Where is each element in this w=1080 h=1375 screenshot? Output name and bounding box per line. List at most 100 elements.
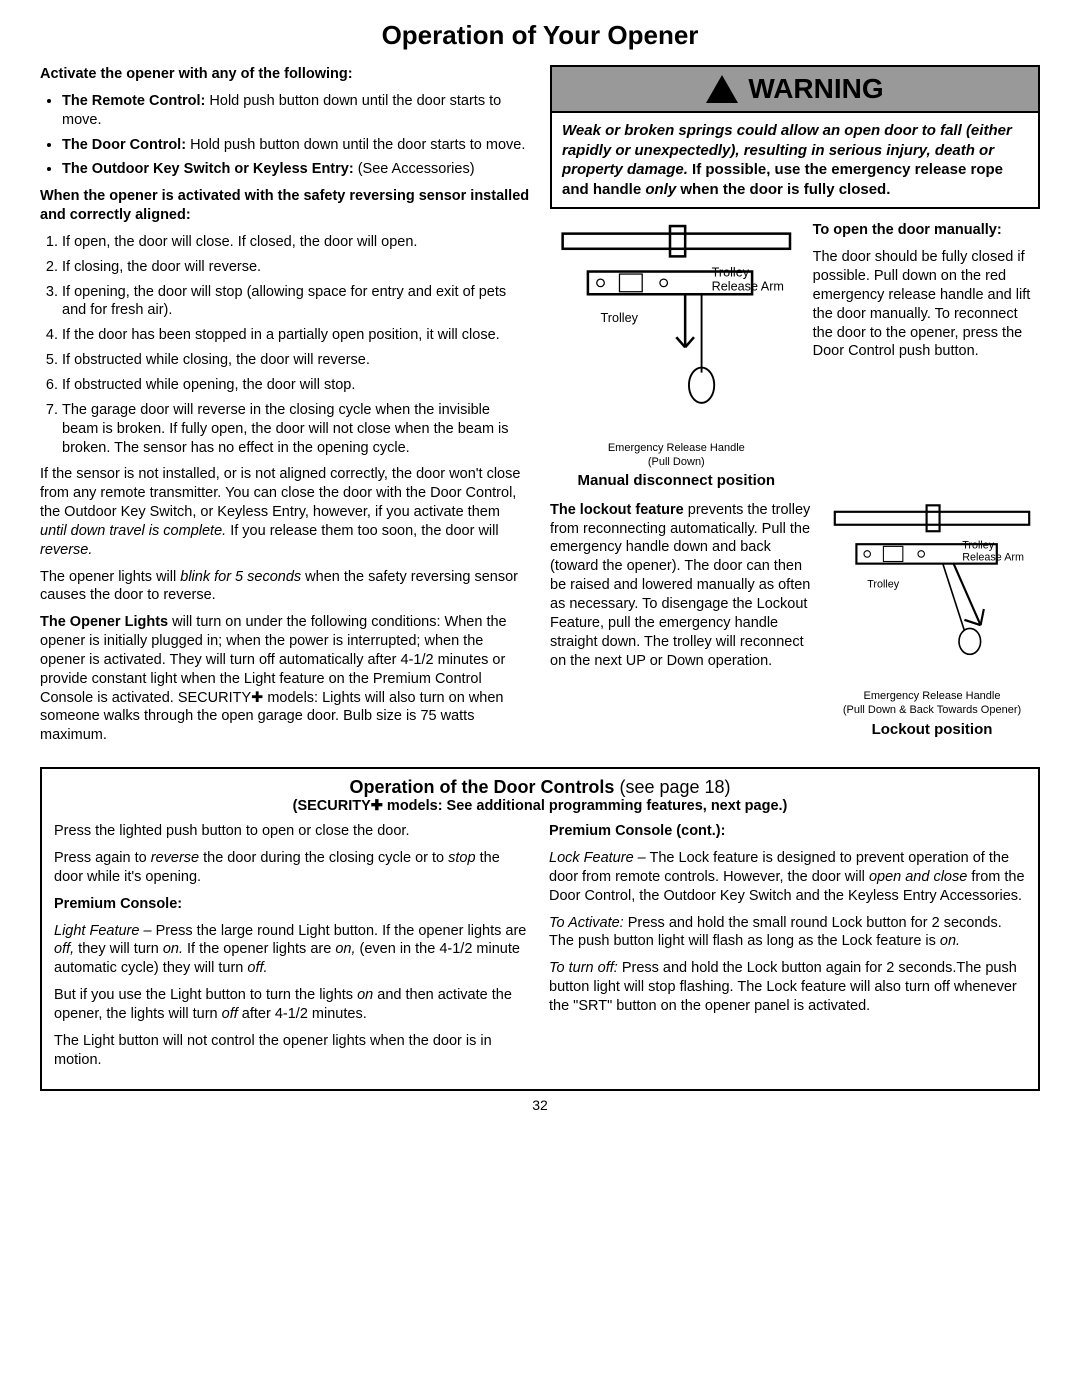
dc-p1: Press the lighted push button to open or… [54, 822, 531, 841]
manual-open-h: To open the door manually: [813, 221, 1040, 240]
sensor-header: When the opener is activated with the sa… [40, 187, 530, 225]
i: Light Feature – [54, 923, 152, 939]
fig2-caption: Lockout position [824, 720, 1040, 740]
i: To turn off: [549, 960, 618, 976]
warning-body: Weak or broken springs could allow an op… [552, 113, 1038, 207]
bullet-door-control: The Door Control: Hold push button down … [62, 136, 530, 155]
t: If you release them too soon, the door w… [226, 523, 498, 539]
dc-rp1: Lock Feature – The Lock feature is desig… [549, 849, 1026, 906]
sensor-list: If open, the door will close. If closed,… [40, 233, 530, 457]
svg-text:Release Arm: Release Arm [712, 280, 784, 294]
dc-p5: The Light button will not control the op… [54, 1032, 531, 1070]
num-4: If the door has been stopped in a partia… [62, 326, 530, 345]
t: But if you use the Light button to turn … [54, 987, 357, 1003]
svg-text:Trolley: Trolley [867, 578, 900, 590]
i: open [869, 869, 901, 885]
svg-text:Trolley: Trolley [962, 539, 995, 551]
dc-rh1: Premium Console (cont.): [549, 822, 1026, 841]
num-6: If obstructed while opening, the door wi… [62, 376, 530, 395]
i: until down travel is complete. [40, 523, 226, 539]
bullet-remote: The Remote Control: Hold push button dow… [62, 92, 530, 130]
dc-p2: Press again to reverse the door during t… [54, 849, 531, 887]
warning-triangle-icon [706, 75, 738, 103]
page-title: Operation of Your Opener [40, 20, 1040, 51]
i: and [901, 869, 933, 885]
i: reverse [151, 850, 199, 866]
dc-p3: Light Feature – Press the large round Li… [54, 922, 531, 979]
dc-rp3: To turn off: Press and hold the Lock but… [549, 959, 1026, 1016]
door-controls-box: Operation of the Door Controls (see page… [40, 767, 1040, 1091]
i: Lock Feature – [549, 850, 646, 866]
fig1-caption: Manual disconnect position [550, 471, 803, 491]
t: The opener lights will [40, 569, 180, 585]
lockout-svg: Trolley Trolley Release Arm [824, 501, 1040, 685]
manual-disconnect-svg: Trolley Trolley Release Arm [550, 221, 803, 436]
t: will turn on under the following conditi… [40, 614, 507, 743]
sensor-not-installed: If the sensor is not installed, or is no… [40, 465, 530, 559]
t: they will turn [74, 941, 163, 957]
i: on, [335, 941, 355, 957]
b: The Opener Lights [40, 614, 168, 630]
t: when the door is fully closed. [676, 181, 890, 198]
num-3: If opening, the door will stop (allowing… [62, 283, 530, 321]
only: only [645, 181, 676, 198]
manual-open-body: The door should be fully closed if possi… [813, 248, 1040, 361]
t: (See Accessories) [354, 161, 475, 177]
i: on. [163, 941, 183, 957]
lockout-text: The lockout feature prevents the trolley… [550, 501, 814, 739]
i: close [933, 869, 967, 885]
manual-open-text: To open the door manually: The door shou… [813, 221, 1040, 490]
dc-h1: Premium Console: [54, 895, 531, 914]
i: blink for 5 seconds [180, 569, 301, 585]
opener-lights-blink: The opener lights will blink for 5 secon… [40, 568, 530, 606]
dc-rp2: To Activate: Press and hold the small ro… [549, 914, 1026, 952]
dc-right: Premium Console (cont.): Lock Feature – … [549, 822, 1026, 1077]
svg-text:Trolley: Trolley [712, 266, 750, 280]
fig1-handle-label: Emergency Release Handle [550, 441, 803, 455]
dc-title: Operation of the Door Controls (see page… [54, 777, 1026, 798]
bullet-keyswitch: The Outdoor Key Switch or Keyless Entry:… [62, 160, 530, 179]
t: (SECURITY✚ models: See additional progra… [293, 798, 788, 814]
num-1: If open, the door will close. If closed,… [62, 233, 530, 252]
svg-text:Trolley: Trolley [601, 311, 639, 325]
opener-lights-para: The Opener Lights will turn on under the… [40, 613, 530, 745]
t: Press the large round Light button. If t… [152, 923, 527, 939]
fig2-pull: (Pull Down & Back Towards Opener) [824, 703, 1040, 717]
dc-p4: But if you use the Light button to turn … [54, 986, 531, 1024]
t: Hold push button down until the door sta… [186, 137, 525, 153]
activate-intro: Activate the opener with any of the foll… [40, 65, 530, 84]
fig1-row: Trolley Trolley Release Arm Emergency Re… [550, 221, 1040, 490]
fig1-pull: (Pull Down) [550, 455, 803, 469]
i: on [357, 987, 373, 1003]
right-column: WARNING Weak or broken springs could all… [550, 65, 1040, 753]
b: The Remote Control: [62, 93, 205, 109]
t: Operation of the Door Controls [349, 777, 614, 797]
left-column: Activate the opener with any of the foll… [40, 65, 530, 753]
fig2-row: The lockout feature prevents the trolley… [550, 501, 1040, 739]
svg-text:Release Arm: Release Arm [962, 551, 1024, 563]
dc-sub: (SECURITY✚ models: See additional progra… [54, 798, 1026, 814]
t: after 4-1/2 minutes. [238, 1006, 367, 1022]
t: If the opener lights are [183, 941, 335, 957]
i: off [222, 1006, 238, 1022]
b: The Door Control: [62, 137, 186, 153]
i: reverse. [40, 542, 92, 558]
t: If the sensor is not installed, or is no… [40, 466, 520, 520]
activation-list: The Remote Control: Hold push button dow… [40, 92, 530, 179]
num-7: The garage door will reverse in the clos… [62, 401, 530, 458]
i: on. [940, 933, 960, 949]
t: the door during the closing cycle or to [199, 850, 448, 866]
fig2-handle-label: Emergency Release Handle [824, 689, 1040, 703]
lockout-body: The lockout feature prevents the trolley… [550, 501, 814, 671]
num-2: If closing, the door will reverse. [62, 258, 530, 277]
page-number: 32 [40, 1097, 1040, 1113]
h: The lockout feature [550, 502, 684, 518]
main-columns: Activate the opener with any of the foll… [40, 65, 1040, 753]
b: The Outdoor Key Switch or Keyless Entry: [62, 161, 354, 177]
dc-columns: Press the lighted push button to open or… [54, 822, 1026, 1077]
t: Press again to [54, 850, 151, 866]
fig2-diagram: Trolley Trolley Release Arm Emergency Re… [824, 501, 1040, 739]
tail: (see page 18) [614, 777, 730, 797]
num-5: If obstructed while closing, the door wi… [62, 351, 530, 370]
dc-left: Press the lighted push button to open or… [54, 822, 531, 1077]
